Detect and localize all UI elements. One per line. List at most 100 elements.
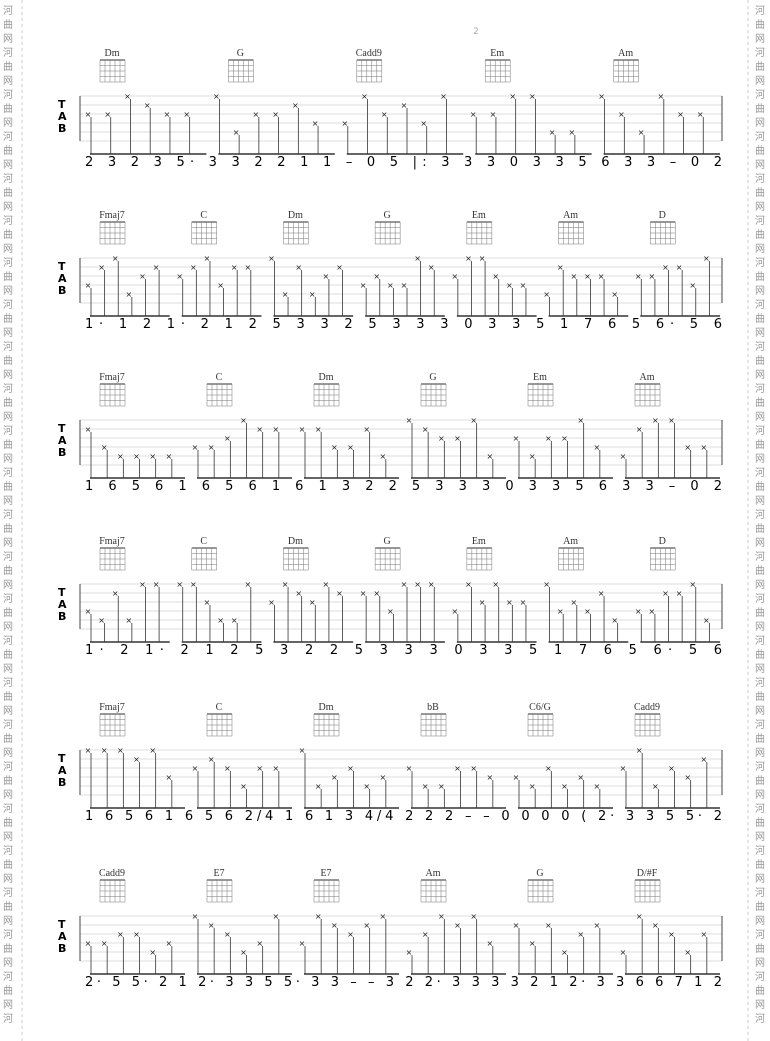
- watermark-char: 网: [3, 579, 13, 591]
- watermark-char: 河: [755, 47, 765, 59]
- tab-note: ×: [85, 281, 92, 290]
- tab-note: ×: [561, 434, 568, 443]
- tab-note: ×: [652, 921, 659, 930]
- watermark-char: 网: [755, 579, 765, 591]
- tab-note: ×: [452, 607, 459, 616]
- tab-note: ×: [668, 764, 675, 773]
- watermark-char: 河: [755, 467, 765, 479]
- tab-note: ×: [492, 580, 499, 589]
- watermark-char: 河: [755, 887, 765, 899]
- watermark-char: 河: [3, 887, 13, 899]
- tab-note: ×: [363, 782, 370, 791]
- tab-note: ×: [543, 290, 550, 299]
- watermark-char: 曲: [755, 523, 765, 535]
- tab-note: ×: [529, 939, 536, 948]
- tab-note: ×: [133, 452, 140, 461]
- watermark-char: 河: [3, 257, 13, 269]
- tab-note: ×: [117, 452, 124, 461]
- tab-note: ×: [331, 921, 338, 930]
- watermark-char: 河: [3, 509, 13, 521]
- tab-note: ×: [569, 128, 576, 137]
- tab-note: ×: [217, 616, 224, 625]
- tab-note: ×: [272, 764, 279, 773]
- watermark-char: 网: [755, 915, 765, 927]
- tab-note: ×: [190, 263, 197, 272]
- watermark-char: 曲: [3, 985, 13, 997]
- tab-note: ×: [486, 773, 493, 782]
- watermark-char: 曲: [755, 229, 765, 241]
- tab-note: ×: [593, 443, 600, 452]
- watermark-char: 网: [755, 243, 765, 255]
- tab-note: ×: [676, 589, 683, 598]
- tab-note: ×: [224, 764, 231, 773]
- watermark-char: 河: [3, 761, 13, 773]
- tab-note: ×: [240, 782, 247, 791]
- chord-name: Em: [472, 210, 486, 221]
- watermark-char: 河: [3, 215, 13, 227]
- tab-note: ×: [85, 110, 92, 119]
- tab-note: ×: [662, 589, 669, 598]
- tab-note: ×: [438, 434, 445, 443]
- watermark-char: 网: [3, 621, 13, 633]
- tab-note: ×: [703, 254, 710, 263]
- tab-note: ×: [649, 607, 656, 616]
- tab-note: ×: [98, 263, 105, 272]
- watermark-char: 曲: [755, 943, 765, 955]
- tab-note: ×: [204, 598, 211, 607]
- chord-name: C: [216, 372, 223, 383]
- watermark-char: 河: [3, 1013, 13, 1025]
- tab-label: A: [58, 598, 67, 611]
- tab-note: ×: [465, 254, 472, 263]
- watermark-char: 河: [755, 425, 765, 437]
- watermark-char: 曲: [755, 775, 765, 787]
- tab-note: ×: [636, 746, 643, 755]
- watermark-char: 曲: [755, 271, 765, 283]
- tab-note: ×: [379, 452, 386, 461]
- watermark-char: 河: [755, 257, 765, 269]
- watermark-char: 网: [755, 117, 765, 129]
- watermark-char: 曲: [3, 523, 13, 535]
- watermark-char: 河: [755, 1013, 765, 1025]
- tab-note: ×: [401, 281, 408, 290]
- watermark-char: 河: [3, 89, 13, 101]
- tab-note: ×: [652, 416, 659, 425]
- tab-note: ×: [513, 434, 520, 443]
- watermark-char: 曲: [755, 355, 765, 367]
- tab-note: ×: [677, 110, 684, 119]
- watermark-char: 曲: [3, 103, 13, 115]
- tab-note: ×: [611, 616, 618, 625]
- tab-note: ×: [183, 110, 190, 119]
- watermark-char: 曲: [3, 19, 13, 31]
- watermark-char: 网: [3, 831, 13, 843]
- tab-note: ×: [636, 425, 643, 434]
- tab-note: ×: [299, 939, 306, 948]
- tab-note: ×: [676, 263, 683, 272]
- tab-note: ×: [520, 281, 527, 290]
- tab-note: ×: [309, 290, 316, 299]
- tab-note: ×: [363, 425, 370, 434]
- tab-note: ×: [312, 119, 319, 128]
- chord-name: Cadd9: [99, 868, 125, 879]
- chord-name: G: [237, 48, 244, 59]
- tab-note: ×: [620, 764, 627, 773]
- tab-note: ×: [577, 930, 584, 939]
- watermark-char: 曲: [3, 607, 13, 619]
- watermark-char: 曲: [3, 481, 13, 493]
- watermark-char: 曲: [3, 187, 13, 199]
- tab-note: ×: [577, 416, 584, 425]
- tab-note: ×: [454, 764, 461, 773]
- watermark-char: 河: [755, 509, 765, 521]
- chord-name: C: [200, 536, 207, 547]
- watermark-char: 网: [755, 831, 765, 843]
- watermark-char: 曲: [3, 271, 13, 283]
- watermark-char: 曲: [755, 565, 765, 577]
- watermark-char: 河: [755, 593, 765, 605]
- tab-note: ×: [638, 128, 645, 137]
- tab-label: B: [58, 942, 66, 955]
- tab-note: ×: [224, 930, 231, 939]
- tab-note: ×: [363, 921, 370, 930]
- watermark-char: 网: [3, 747, 13, 759]
- tab-note: ×: [620, 948, 627, 957]
- watermark-char: 网: [3, 411, 13, 423]
